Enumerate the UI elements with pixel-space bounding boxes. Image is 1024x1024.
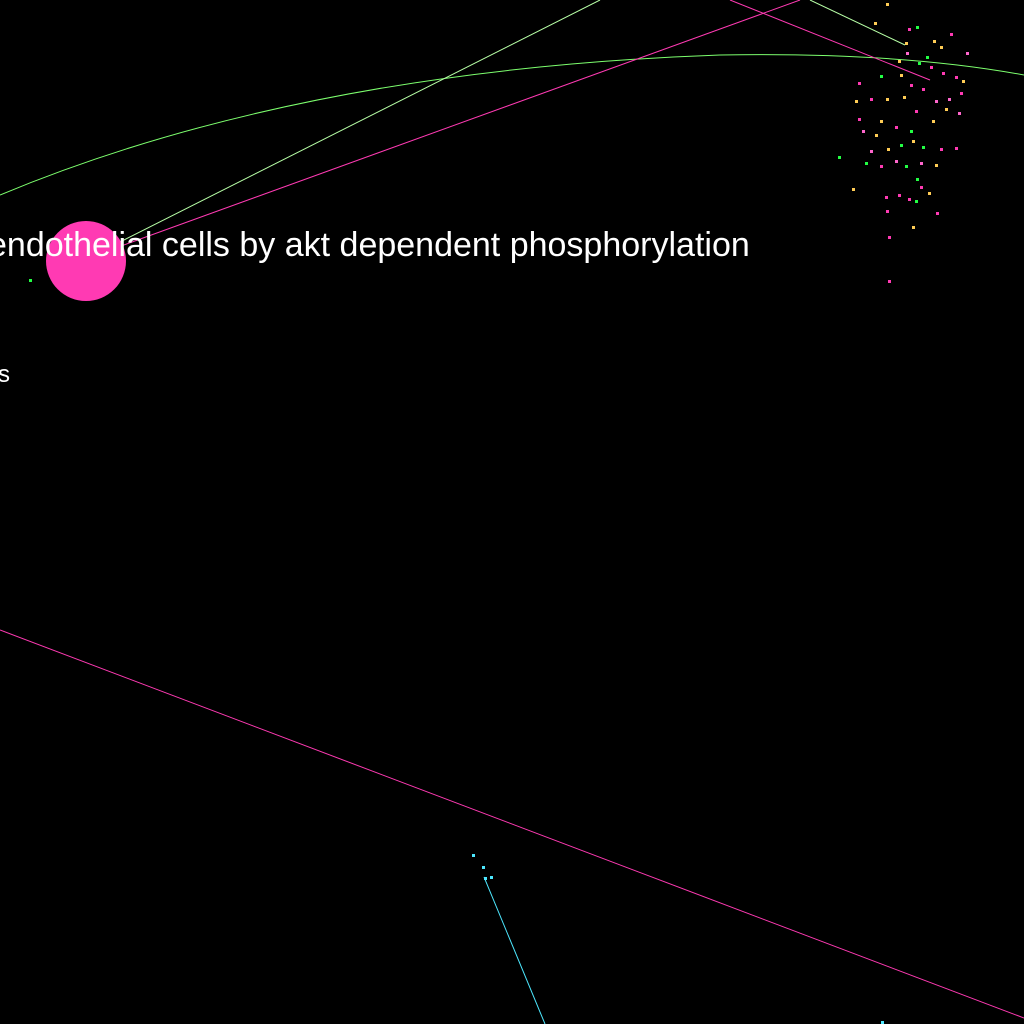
cluster-node[interactable] [918,62,921,65]
edge-magenta-upper [109,0,801,251]
cluster-node[interactable] [920,186,923,189]
cluster-node[interactable] [948,98,951,101]
cluster-node[interactable] [955,147,958,150]
cluster-node[interactable] [945,108,948,111]
cluster-node[interactable] [880,75,883,78]
node-label-main: endothelial cells by akt dependent phosp… [0,226,750,264]
cluster-node[interactable] [858,82,861,85]
cluster-node[interactable] [862,130,865,133]
cluster-node[interactable] [885,196,888,199]
cluster-node[interactable] [926,56,929,59]
cluster-node[interactable] [888,280,891,283]
edge-cyan [483,876,546,1024]
node-label-secondary: s [0,361,10,388]
cluster-node[interactable] [886,210,889,213]
cluster-node[interactable] [933,40,936,43]
cluster-node[interactable] [940,46,943,49]
edge-magenta-cluster [729,0,931,81]
cyan-node[interactable] [881,1021,884,1024]
cluster-node[interactable] [928,192,931,195]
cyan-node[interactable] [482,866,485,869]
cluster-node[interactable] [935,164,938,167]
cluster-node[interactable] [886,98,889,101]
cluster-node[interactable] [942,72,945,75]
cluster-node[interactable] [915,110,918,113]
cluster-node[interactable] [858,118,861,121]
cluster-node[interactable] [838,156,841,159]
node-cluster [838,3,969,283]
cluster-node[interactable] [895,126,898,129]
cluster-node[interactable] [910,84,913,87]
cluster-node[interactable] [895,160,898,163]
cluster-node[interactable] [905,42,908,45]
edge-green-arc [0,54,1024,196]
cluster-node[interactable] [880,120,883,123]
cluster-node[interactable] [920,162,923,165]
cluster-node[interactable] [935,100,938,103]
cluster-node[interactable] [865,162,868,165]
cluster-node[interactable] [887,148,890,151]
cluster-node[interactable] [870,98,873,101]
cluster-node[interactable] [898,194,901,197]
cyan-node[interactable] [490,876,493,879]
cyan-node[interactable] [484,877,487,880]
cluster-node[interactable] [916,178,919,181]
cluster-node[interactable] [898,60,901,63]
large-node[interactable] [46,221,126,301]
cluster-node[interactable] [880,165,883,168]
cluster-node[interactable] [936,212,939,215]
cluster-node[interactable] [900,144,903,147]
cluster-node[interactable] [962,80,965,83]
edge-pale-green-cluster [809,0,906,46]
cluster-node[interactable] [922,88,925,91]
cluster-node[interactable] [900,74,903,77]
cluster-node[interactable] [955,76,958,79]
cluster-node[interactable] [910,130,913,133]
cluster-node[interactable] [912,226,915,229]
small-node[interactable] [29,279,32,282]
cluster-node[interactable] [905,165,908,168]
edge-magenta-lower [0,629,1024,1019]
cluster-node[interactable] [922,146,925,149]
edge-pale-green [119,0,601,243]
cluster-node[interactable] [960,92,963,95]
cluster-node[interactable] [916,26,919,29]
cluster-node[interactable] [940,148,943,151]
cluster-node[interactable] [886,3,889,6]
cluster-node[interactable] [915,200,918,203]
cluster-node[interactable] [874,22,877,25]
cluster-node[interactable] [932,120,935,123]
cyan-node-group [472,854,884,1024]
cyan-node[interactable] [472,854,475,857]
cluster-node[interactable] [950,33,953,36]
cluster-node[interactable] [930,66,933,69]
cluster-node[interactable] [855,100,858,103]
cluster-node[interactable] [903,96,906,99]
cluster-node[interactable] [870,150,873,153]
cluster-node[interactable] [966,52,969,55]
cluster-node[interactable] [852,188,855,191]
cluster-node[interactable] [875,134,878,137]
cluster-node[interactable] [958,112,961,115]
cluster-node[interactable] [888,236,891,239]
cluster-node[interactable] [906,52,909,55]
cluster-node[interactable] [908,28,911,31]
cluster-node[interactable] [908,198,911,201]
cluster-node[interactable] [912,140,915,143]
